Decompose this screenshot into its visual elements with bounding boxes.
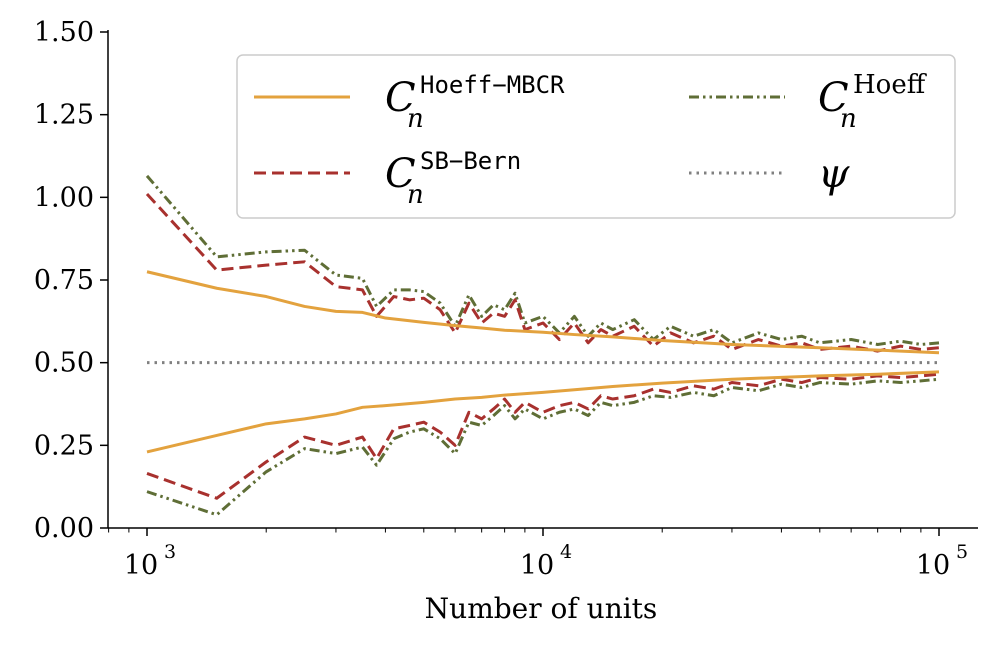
x-ticks: 10 3 10 4 10 5 bbox=[108, 528, 968, 581]
series-layer bbox=[145, 174, 940, 517]
series-line-mbcr-upper bbox=[146, 270, 940, 355]
legend-label-mbcr: Cn Hoeff−MBCR bbox=[385, 71, 565, 134]
x-tick-label: 10 bbox=[520, 550, 554, 581]
legend-label-main: C bbox=[385, 75, 416, 121]
y-tick-label: 0.50 bbox=[34, 348, 94, 379]
legend-label-main: ψ bbox=[818, 151, 850, 197]
legend-label-main: C bbox=[818, 75, 849, 121]
y-tick-label: 0.25 bbox=[34, 430, 94, 461]
legend-label-main: C bbox=[385, 151, 416, 197]
legend-label-sub: n bbox=[407, 180, 424, 210]
series-line-hoeff-lower bbox=[146, 377, 940, 517]
y-tick-label: 1.00 bbox=[34, 182, 94, 213]
y-tick-label: 1.50 bbox=[34, 17, 94, 48]
series-line-mbcr-lower bbox=[146, 370, 940, 454]
x-axis-title: Number of units bbox=[425, 592, 658, 625]
x-tick-exponent: 4 bbox=[560, 541, 572, 563]
y-tick-label: 1.25 bbox=[34, 100, 94, 131]
series-line-sb-bern-lower bbox=[146, 372, 940, 500]
legend-label-sup: Hoeff bbox=[853, 70, 928, 100]
legend-label-psi: ψ bbox=[818, 151, 850, 197]
x-tick-exponent: 3 bbox=[164, 541, 176, 563]
legend-label-sub: n bbox=[840, 104, 857, 134]
legend-label-sup: Hoeff−MBCR bbox=[420, 71, 565, 99]
series-line-sb-bern-upper bbox=[145, 193, 940, 353]
x-tick-label: 10 bbox=[916, 550, 950, 581]
x-tick-exponent: 5 bbox=[956, 541, 968, 563]
y-tick-label: 0.75 bbox=[34, 265, 94, 296]
legend-label-sup: SB−Bern bbox=[420, 147, 521, 175]
legend-label-sub: n bbox=[407, 104, 424, 134]
legend-label-sb-bern: Cn SB−Bern bbox=[385, 147, 521, 210]
y-tick-label: 0.00 bbox=[34, 513, 94, 544]
y-ticks: 0.00 0.25 0.50 0.75 1.00 1.25 1.50 bbox=[34, 17, 108, 544]
x-tick-label: 10 bbox=[124, 550, 158, 581]
legend-label-hoeff: Cn Hoeff bbox=[818, 70, 928, 134]
